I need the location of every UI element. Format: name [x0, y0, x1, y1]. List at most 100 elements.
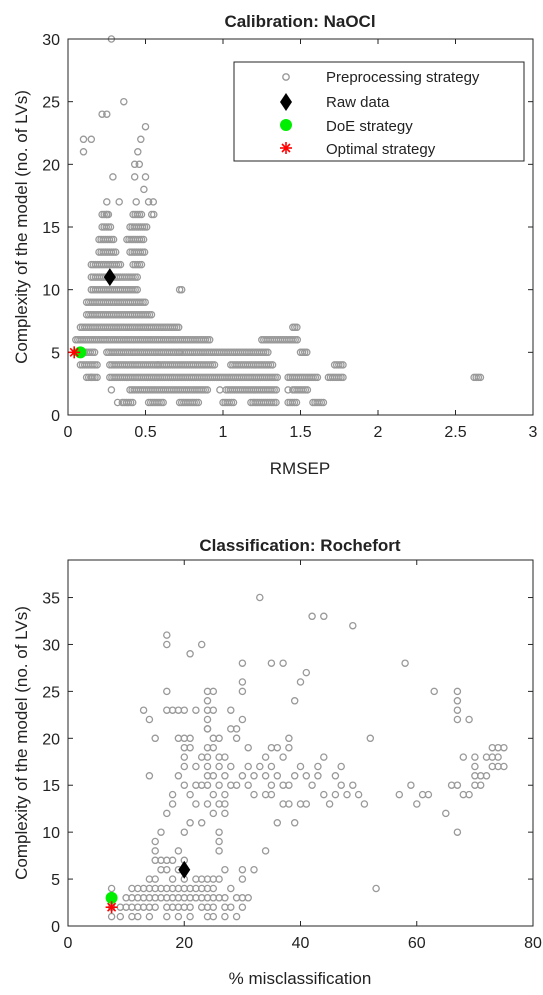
preprocessing-point [453, 697, 462, 705]
preprocessing-point [140, 248, 149, 256]
preprocessing-point [159, 398, 167, 407]
legend-raw-marker [280, 93, 292, 111]
preprocessing-point [134, 912, 142, 921]
preprocessing-point [244, 781, 252, 789]
preprocessing-point [395, 790, 404, 799]
preprocessing-point [145, 772, 154, 780]
preprocessing-point [244, 894, 252, 902]
y-axis-label: Complexity of the model (no. of LVs) [12, 90, 31, 364]
preprocessing-point [180, 828, 189, 836]
x-tick-label: 20 [175, 935, 193, 952]
x-tick-label: 3 [529, 424, 538, 441]
preprocessing-point [459, 753, 468, 761]
preprocessing-point [149, 198, 158, 206]
preprocessing-point [465, 790, 473, 799]
preprocessing-point [221, 809, 229, 818]
preprocessing-point [137, 135, 145, 144]
preprocessing-point [331, 772, 340, 780]
preprocessing-point [238, 865, 247, 874]
preprocessing-point [130, 173, 139, 181]
preprocessing-point [209, 903, 218, 911]
x-tick-label: 0.5 [134, 424, 156, 441]
doe-point [105, 891, 118, 904]
preprocessing-point [203, 386, 212, 394]
preprocessing-point [314, 772, 322, 780]
preprocessing-point [215, 837, 223, 846]
preprocessing-point [151, 903, 159, 911]
legend-doe-marker [280, 119, 292, 131]
preprocessing-point [232, 725, 241, 733]
preprocessing-point [476, 781, 485, 789]
preprocessing-point [279, 753, 287, 761]
calibration-chart: Calibration: NaOCl RMSEP Complexity of t… [12, 12, 538, 478]
preprocessing-point [238, 875, 247, 883]
x-tick-label: 1 [219, 424, 228, 441]
preprocessing-point [273, 373, 282, 382]
y-tick-label: 30 [42, 637, 60, 654]
preprocessing-point [116, 912, 125, 921]
preprocessing-point [203, 781, 212, 789]
y-ticks: 0 5 10 15 20 25 30 [42, 32, 533, 425]
preprocessing-point [500, 743, 508, 752]
preprocessing-point [261, 847, 270, 855]
preprocessing-point [337, 762, 345, 771]
preprocessing-point [215, 762, 223, 771]
preprocessing-point [238, 772, 247, 780]
data-marks [105, 593, 508, 921]
preprocessing-point [163, 640, 171, 649]
preprocessing-point [471, 753, 479, 761]
legend-raw-label: Raw data [326, 94, 390, 111]
preprocessing-point [186, 903, 194, 911]
raw-data-point [178, 860, 191, 879]
preprocessing-point [238, 659, 247, 667]
preprocessing-point [107, 386, 116, 394]
preprocessing-point [221, 790, 229, 799]
y-tick-label: 30 [42, 32, 60, 49]
preprocessing-point [227, 903, 235, 911]
preprocessing-point [130, 160, 139, 169]
preprocessing-point [141, 173, 150, 181]
data-marks [68, 35, 485, 407]
x-tick-label: 60 [408, 935, 426, 952]
y-tick-label: 10 [42, 283, 60, 300]
legend-preprocessing-marker [282, 73, 290, 81]
preprocessing-point [194, 398, 203, 407]
preprocessing-point [238, 715, 247, 724]
axes-box [67, 38, 534, 416]
preprocessing-point [313, 373, 322, 382]
preprocessing-point [250, 865, 258, 874]
preprocessing-point [137, 260, 146, 269]
preprocessing-point [476, 373, 485, 382]
y-tick-label: 15 [42, 220, 60, 237]
preprocessing-point [139, 706, 148, 714]
preprocessing-point [256, 593, 264, 602]
preprocessing-point [137, 210, 146, 219]
chart-title: Calibration: NaOCl [224, 12, 375, 31]
preprocessing-point [163, 687, 171, 696]
preprocessing-point [303, 348, 311, 357]
preprocessing-point [144, 198, 153, 206]
preprocessing-point [215, 847, 223, 855]
preprocessing-point [205, 336, 214, 344]
preprocessing-point [290, 772, 299, 780]
preprocessing-point [215, 828, 223, 836]
x-tick-label: 2.5 [444, 424, 466, 441]
preprocessing-point [133, 273, 142, 281]
legend-preprocessing-label: Preprocessing strategy [326, 69, 480, 86]
preprocessing-point [145, 715, 154, 724]
preprocessing-point [186, 790, 194, 799]
preprocessing-point [227, 762, 235, 771]
x-tick-label: 0 [64, 424, 73, 441]
preprocessing-point [98, 110, 106, 118]
preprocessing-point [210, 361, 219, 369]
preprocessing-point [209, 743, 218, 752]
preprocessing-point [303, 386, 312, 394]
preprocessing-point [325, 800, 334, 808]
preprocessing-point [221, 753, 229, 761]
preprocessing-point [157, 828, 165, 836]
preprocessing-point [308, 781, 316, 789]
preprocessing-point [471, 762, 479, 771]
preprocessing-point [293, 336, 302, 344]
preprocessing-point [142, 223, 151, 231]
